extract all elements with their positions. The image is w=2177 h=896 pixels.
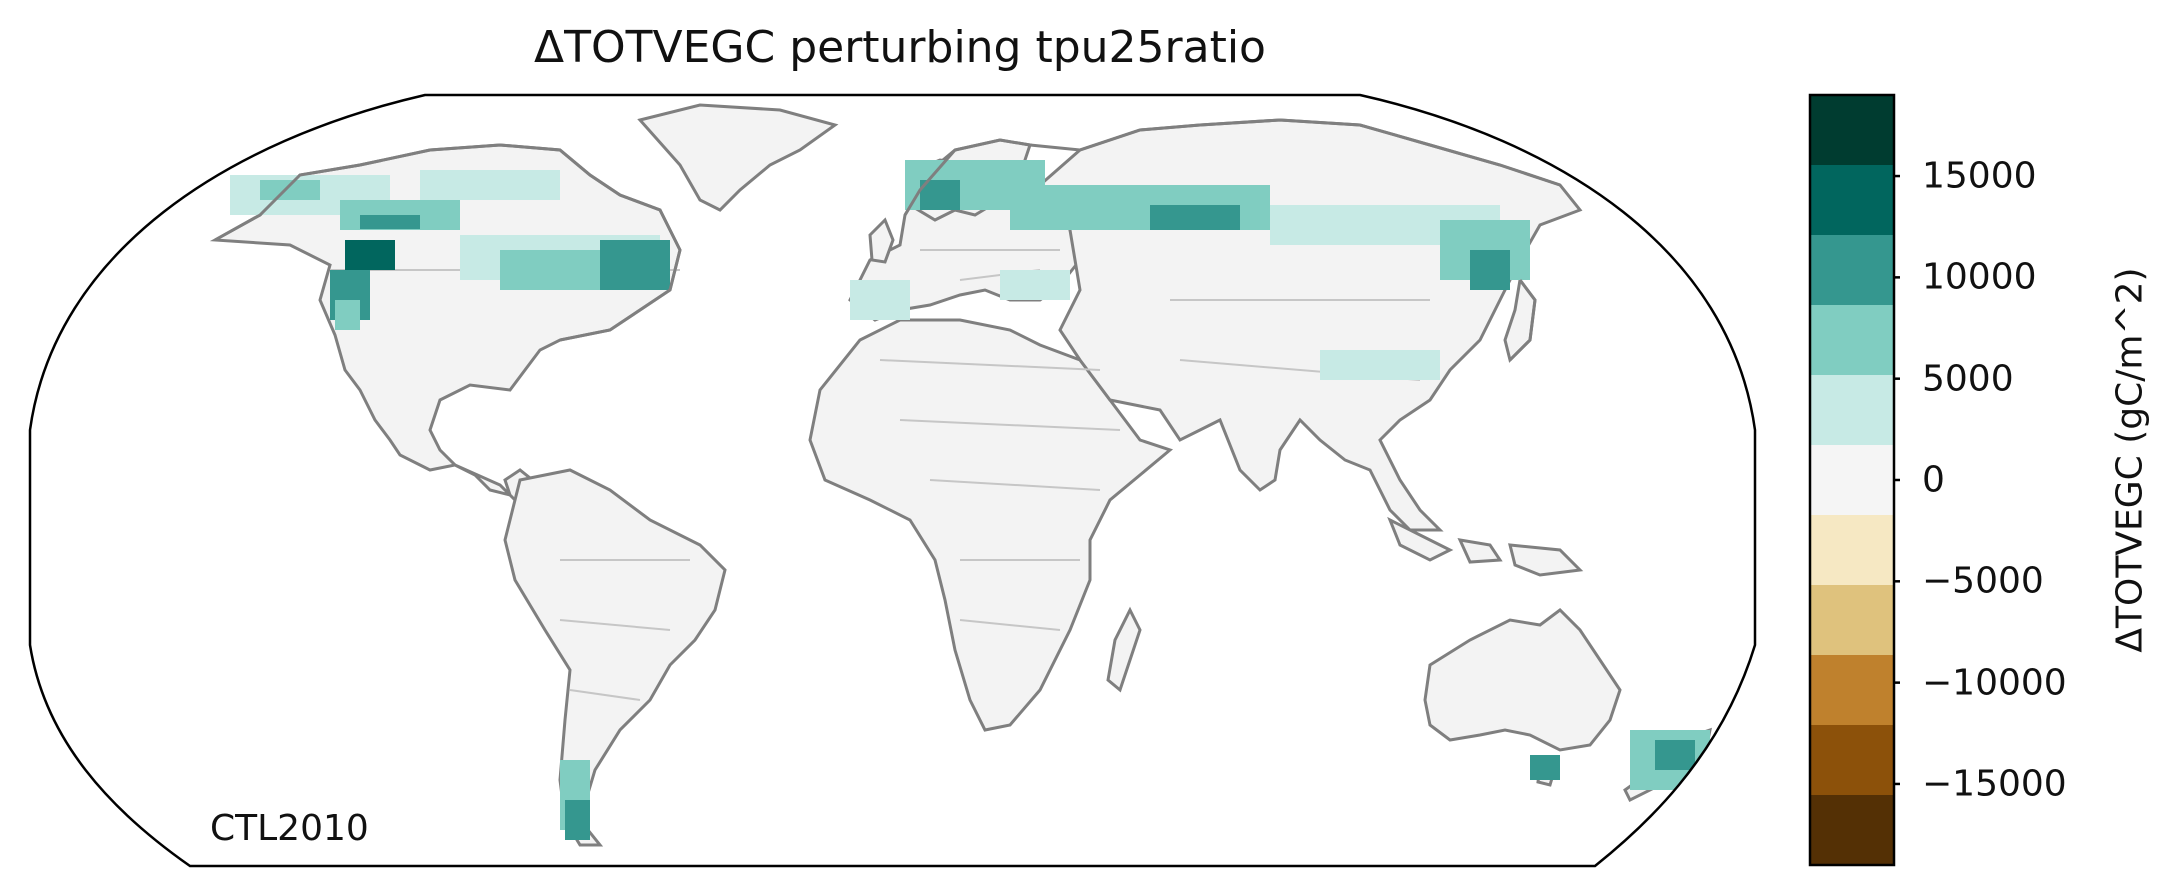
colorbar-bin: [1810, 585, 1894, 656]
anomaly-cells-south: [560, 730, 1710, 840]
south-america-landmass: [503, 468, 727, 847]
colorbar: [1808, 93, 1900, 867]
colorbar-tick-label: 0: [1922, 459, 1945, 501]
colorbar-ticks: [1894, 174, 1900, 786]
land-layer: [209, 103, 1712, 847]
colorbar-tick-label: 5000: [1922, 358, 2014, 400]
scenario-label: CTL2010: [210, 808, 369, 849]
colorbar-tick-label: −5000: [1922, 560, 2044, 602]
colorbar-bin: [1810, 235, 1894, 306]
africa-landmass: [808, 318, 1174, 732]
colorbar-tick-label: −10000: [1922, 662, 2067, 704]
colorbar-bin: [1810, 375, 1894, 446]
colorbar-bin: [1810, 655, 1894, 726]
map-boundary: [28, 93, 1757, 868]
colorbar-bin: [1810, 795, 1894, 866]
coastlines: [214, 118, 1561, 362]
colorbar-bins: [1810, 95, 1894, 866]
australia-landmass: [1423, 608, 1622, 752]
map-title: ΔTOTVEGC perturbing tpu25ratio: [534, 22, 1266, 73]
colorbar-bin: [1810, 305, 1894, 376]
colorbar-tick-label: 10000: [1922, 256, 2037, 298]
uk-landmass: [868, 217, 895, 264]
colorbar-label: ΔTOTVEGC (gC/m^2): [2109, 267, 2151, 653]
world-map: [28, 93, 1757, 868]
anomaly-cells-north-america: [230, 170, 670, 330]
colorbar-bin: [1810, 515, 1894, 586]
colorbar-bin: [1810, 165, 1894, 236]
colorbar-tick-label: −15000: [1922, 763, 2067, 805]
indonesia-landmass: [1387, 516, 1584, 577]
colorbar-frame: [1808, 93, 1896, 867]
greenland-landmass: [637, 103, 839, 212]
colorbar-bin: [1810, 445, 1894, 516]
colorbar-bin: [1810, 95, 1894, 166]
colorbar-bin: [1810, 725, 1894, 796]
madagascar-landmass: [1106, 606, 1142, 693]
anomaly-cells-eurasia: [850, 160, 1530, 380]
colorbar-tick-label: 15000: [1922, 155, 2037, 197]
